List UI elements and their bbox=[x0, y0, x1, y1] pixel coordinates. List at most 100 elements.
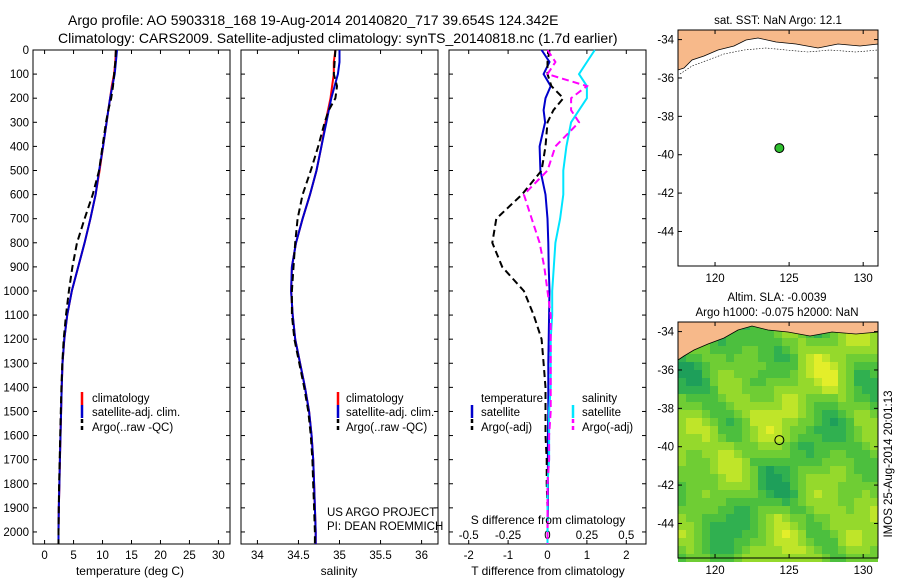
heatmap-cell bbox=[830, 514, 838, 522]
heatmap-cell bbox=[678, 394, 686, 402]
heatmap-cell bbox=[790, 426, 798, 434]
heatmap-cell bbox=[774, 522, 782, 530]
legend-s-satellite: satellite bbox=[582, 407, 621, 419]
salinity-x-axis: 34 34.5 35 35.5 36 bbox=[251, 50, 428, 562]
heatmap-cell bbox=[766, 466, 774, 474]
x-tick-label: 0 bbox=[41, 550, 47, 562]
heatmap-cell bbox=[814, 370, 822, 378]
heatmap-cell bbox=[678, 474, 686, 482]
heatmap-cell bbox=[742, 538, 750, 546]
heatmap-cell bbox=[782, 474, 790, 482]
heatmap-cell bbox=[702, 354, 710, 362]
heatmap-cell bbox=[830, 338, 838, 346]
heatmap-cell bbox=[846, 514, 854, 522]
heatmap-cell bbox=[806, 426, 814, 434]
heatmap-cell bbox=[838, 546, 846, 554]
heatmap-cell bbox=[726, 490, 734, 498]
x-tick-label: 1 bbox=[584, 550, 590, 562]
heatmap-cell bbox=[726, 426, 734, 434]
heatmap-cell bbox=[862, 490, 870, 498]
heatmap-cell bbox=[726, 386, 734, 394]
heatmap-cell bbox=[734, 546, 742, 554]
heatmap-cell bbox=[718, 410, 726, 418]
heatmap-cell bbox=[870, 426, 878, 434]
heatmap-cell bbox=[814, 530, 822, 538]
heatmap-cell bbox=[678, 418, 686, 426]
heatmap-cell bbox=[766, 394, 774, 402]
heatmap-cell bbox=[814, 346, 822, 354]
lat-tick-label: -38 bbox=[657, 403, 674, 415]
heatmap-cell bbox=[758, 426, 766, 434]
lat-tick-label: -44 bbox=[657, 518, 674, 530]
heatmap-cell bbox=[870, 458, 878, 466]
heatmap-cell bbox=[830, 402, 838, 410]
heatmap-cell bbox=[798, 506, 806, 514]
heatmap-cell bbox=[830, 434, 838, 442]
legend-t-argo: Argo(-adj) bbox=[481, 422, 532, 434]
heatmap-cell bbox=[838, 426, 846, 434]
profile-line-argo-adj bbox=[522, 49, 590, 544]
heatmap-cell bbox=[678, 362, 686, 370]
heatmap-cell bbox=[686, 490, 694, 498]
depth-tick-label: 200 bbox=[10, 93, 29, 105]
heatmap-cell bbox=[702, 506, 710, 514]
heatmap-cell bbox=[726, 458, 734, 466]
heatmap-cell bbox=[718, 514, 726, 522]
heatmap-cell bbox=[774, 498, 782, 506]
heatmap-cell bbox=[702, 426, 710, 434]
difference-depth-ticks bbox=[449, 49, 646, 533]
heatmap-cell bbox=[814, 386, 822, 394]
heatmap-cell bbox=[838, 506, 846, 514]
lon-tick-label: 120 bbox=[705, 565, 724, 577]
heatmap-cell bbox=[798, 538, 806, 546]
heatmap-cell bbox=[798, 426, 806, 434]
heatmap-cell bbox=[758, 386, 766, 394]
heatmap-cell bbox=[702, 466, 710, 474]
heatmap-cell bbox=[870, 330, 878, 338]
heatmap-cell bbox=[686, 506, 694, 514]
heatmap-cell bbox=[774, 546, 782, 554]
heatmap-cell bbox=[686, 386, 694, 394]
heatmap-cell bbox=[790, 458, 798, 466]
heatmap-cell bbox=[822, 474, 830, 482]
heatmap-cell bbox=[822, 330, 830, 338]
heatmap-cell bbox=[750, 354, 758, 362]
heatmap-cell bbox=[798, 378, 806, 386]
salinity-legend: climatology satellite-adj. clim. Argo(..… bbox=[336, 392, 434, 434]
heatmap-cell bbox=[798, 474, 806, 482]
heatmap-cell bbox=[822, 418, 830, 426]
heatmap-cell bbox=[854, 474, 862, 482]
heatmap-cell bbox=[694, 346, 702, 354]
heatmap-cell bbox=[702, 418, 710, 426]
heatmap-cell bbox=[774, 426, 782, 434]
heatmap-cell bbox=[686, 530, 694, 538]
heatmap-cell bbox=[766, 530, 774, 538]
heatmap-cell bbox=[806, 370, 814, 378]
heatmap-cell bbox=[806, 458, 814, 466]
lat-tick-label: -42 bbox=[657, 188, 674, 200]
heatmap-cell bbox=[750, 458, 758, 466]
heatmap-cell bbox=[702, 490, 710, 498]
legend-title-temperature: temperature bbox=[481, 393, 543, 405]
heatmap-cell bbox=[846, 394, 854, 402]
heatmap-cell bbox=[710, 426, 718, 434]
heatmap-cell bbox=[750, 410, 758, 418]
x-tick-label: 36 bbox=[415, 550, 428, 562]
heatmap-cell bbox=[806, 530, 814, 538]
heatmap-cell bbox=[814, 482, 822, 490]
heatmap-cell bbox=[710, 418, 718, 426]
legend-climatology: climatology bbox=[92, 393, 150, 405]
lon-tick-label: 125 bbox=[780, 565, 799, 577]
heatmap-cell bbox=[790, 506, 798, 514]
heatmap-cell bbox=[870, 530, 878, 538]
legend-title-salinity: salinity bbox=[582, 393, 617, 405]
heatmap-cell bbox=[686, 434, 694, 442]
heatmap-cell bbox=[726, 442, 734, 450]
heatmap-cell bbox=[838, 354, 846, 362]
heatmap-cell bbox=[838, 434, 846, 442]
depth-tick-label: 1600 bbox=[3, 431, 29, 443]
heatmap-cell bbox=[726, 338, 734, 346]
heatmap-cell bbox=[774, 370, 782, 378]
heatmap-cell bbox=[750, 474, 758, 482]
heatmap-cell bbox=[678, 522, 686, 530]
